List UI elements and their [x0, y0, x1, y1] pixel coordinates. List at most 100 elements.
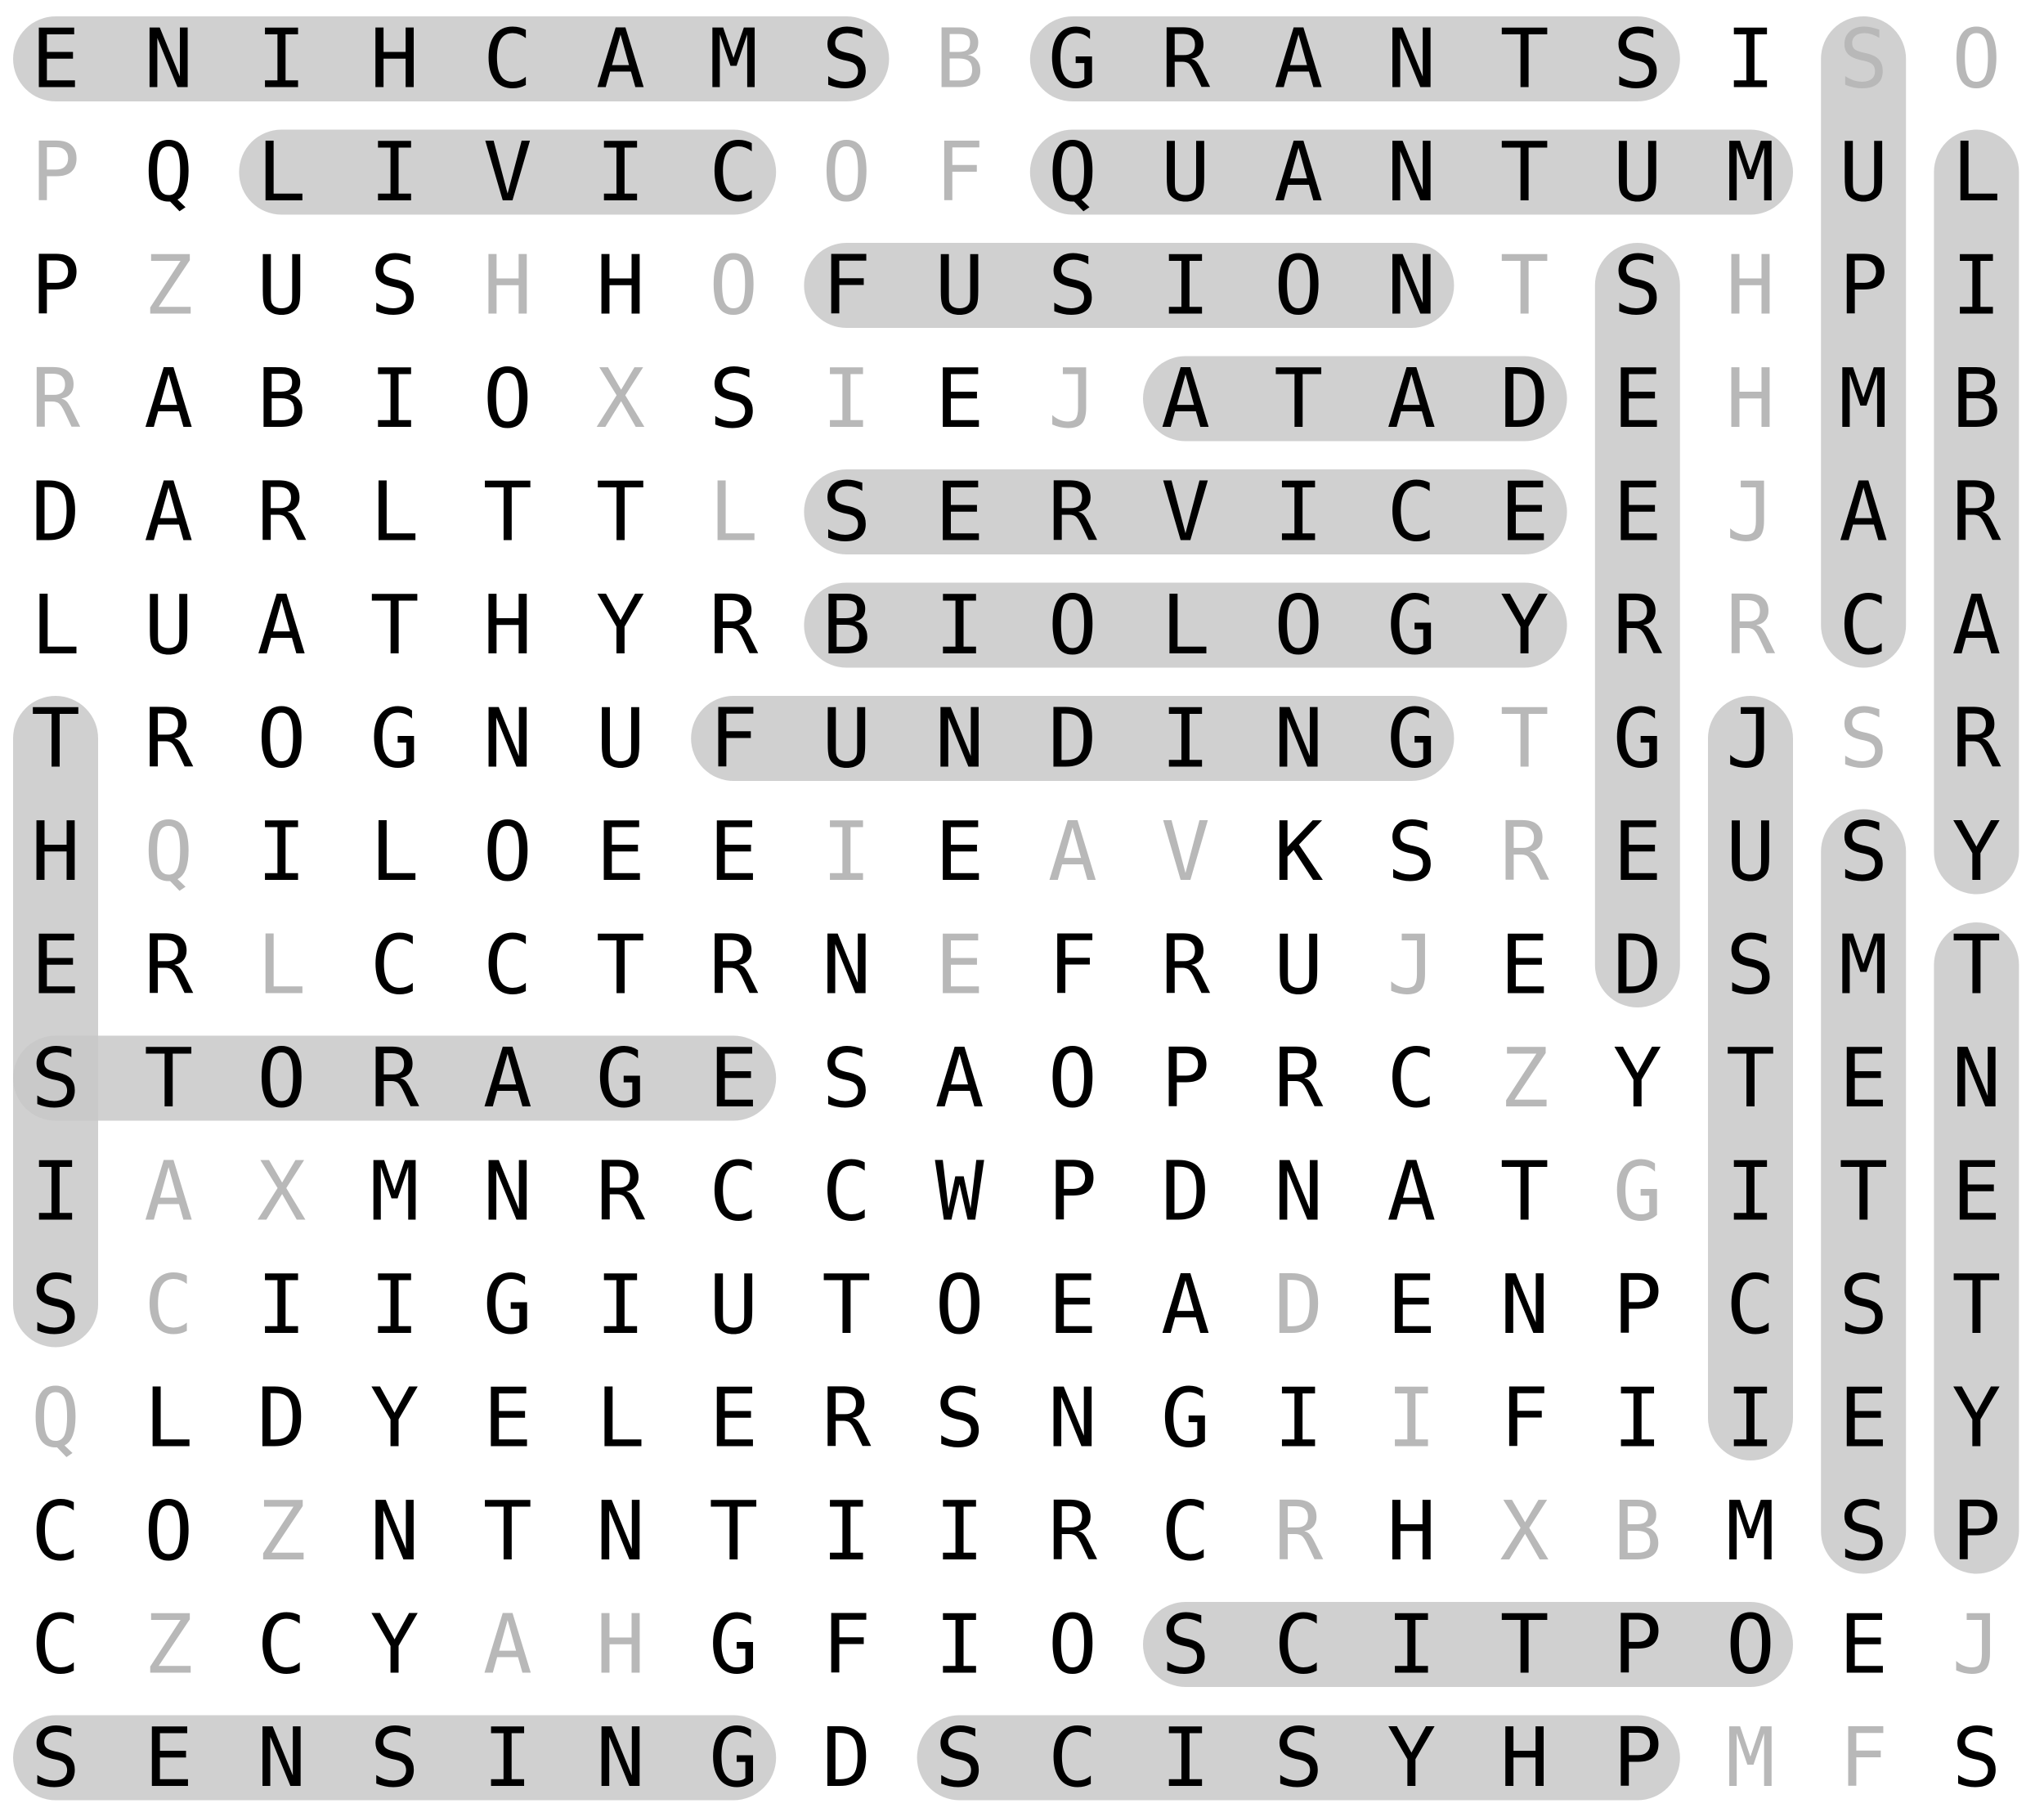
- grid-cell[interactable]: R: [1048, 464, 1098, 560]
- grid-cell[interactable]: A: [144, 464, 193, 560]
- grid-cell[interactable]: O: [822, 124, 871, 220]
- grid-cell[interactable]: W: [935, 1144, 984, 1240]
- grid-cell[interactable]: I: [483, 1710, 532, 1806]
- grid-cell[interactable]: Z: [144, 1597, 193, 1693]
- grid-cell[interactable]: A: [1952, 577, 2001, 673]
- grid-cell[interactable]: T: [370, 577, 419, 673]
- grid-cell[interactable]: R: [370, 1030, 419, 1126]
- grid-cell[interactable]: O: [935, 1257, 984, 1353]
- grid-cell[interactable]: E: [31, 11, 80, 107]
- grid-cell[interactable]: I: [1613, 1371, 1662, 1466]
- grid-cell[interactable]: A: [596, 11, 645, 107]
- grid-cell[interactable]: S: [1839, 1257, 1888, 1353]
- grid-cell[interactable]: A: [935, 1030, 984, 1126]
- grid-cell[interactable]: I: [1161, 238, 1210, 334]
- grid-cell[interactable]: Y: [1952, 1371, 2001, 1466]
- grid-cell[interactable]: I: [822, 351, 871, 446]
- grid-cell[interactable]: G: [370, 691, 419, 787]
- grid-cell[interactable]: H: [1726, 238, 1775, 334]
- grid-cell[interactable]: M: [1839, 351, 1888, 446]
- grid-cell[interactable]: M: [1839, 917, 1888, 1013]
- grid-cell[interactable]: B: [822, 577, 871, 673]
- grid-cell[interactable]: H: [483, 577, 532, 673]
- grid-cell[interactable]: R: [1274, 1483, 1324, 1579]
- grid-cell[interactable]: O: [1048, 1597, 1097, 1693]
- grid-cell[interactable]: F: [1048, 917, 1097, 1013]
- grid-cell[interactable]: N: [1952, 1030, 2001, 1126]
- grid-cell[interactable]: I: [1274, 1371, 1323, 1466]
- grid-cell[interactable]: G: [596, 1030, 645, 1126]
- grid-cell[interactable]: D: [1613, 917, 1662, 1013]
- grid-cell[interactable]: E: [935, 917, 984, 1013]
- grid-cell[interactable]: G: [1387, 691, 1436, 787]
- grid-cell[interactable]: I: [1161, 1710, 1210, 1806]
- grid-cell[interactable]: J: [1048, 351, 1097, 446]
- grid-cell[interactable]: S: [709, 351, 758, 446]
- grid-cell[interactable]: T: [483, 1483, 532, 1579]
- grid-cell[interactable]: P: [31, 124, 80, 220]
- grid-cell[interactable]: O: [1274, 577, 1323, 673]
- grid-cell[interactable]: S: [1387, 804, 1436, 900]
- grid-cell[interactable]: E: [596, 804, 645, 900]
- grid-cell[interactable]: A: [483, 1597, 532, 1693]
- grid-cell[interactable]: F: [935, 124, 984, 220]
- grid-cell[interactable]: R: [144, 691, 194, 787]
- grid-cell[interactable]: S: [822, 11, 871, 107]
- grid-cell[interactable]: A: [144, 1144, 193, 1240]
- grid-cell[interactable]: E: [31, 917, 80, 1013]
- grid-cell[interactable]: N: [483, 691, 532, 787]
- grid-cell[interactable]: L: [1161, 577, 1210, 673]
- grid-cell[interactable]: X: [257, 1144, 306, 1240]
- grid-cell[interactable]: E: [1048, 1257, 1097, 1353]
- grid-cell[interactable]: E: [1952, 1144, 2001, 1240]
- grid-cell[interactable]: L: [31, 577, 80, 673]
- grid-cell[interactable]: S: [31, 1030, 80, 1126]
- grid-cell[interactable]: C: [257, 1597, 306, 1693]
- grid-cell[interactable]: E: [483, 1371, 532, 1466]
- grid-cell[interactable]: E: [709, 1030, 758, 1126]
- grid-cell[interactable]: U: [1839, 124, 1888, 220]
- grid-cell[interactable]: E: [1499, 464, 1549, 560]
- grid-cell[interactable]: D: [1161, 1144, 1210, 1240]
- grid-cell[interactable]: F: [1839, 1710, 1888, 1806]
- grid-cell[interactable]: E: [1387, 1257, 1436, 1353]
- grid-cell[interactable]: S: [31, 1710, 80, 1806]
- grid-cell[interactable]: M: [1726, 124, 1775, 220]
- grid-cell[interactable]: O: [1048, 1030, 1097, 1126]
- grid-cell[interactable]: A: [1161, 351, 1210, 446]
- grid-cell[interactable]: S: [1952, 1710, 2001, 1806]
- grid-cell[interactable]: U: [257, 238, 306, 334]
- grid-cell[interactable]: Q: [1048, 124, 1097, 220]
- grid-cell[interactable]: I: [1726, 11, 1775, 107]
- grid-cell[interactable]: O: [1048, 577, 1097, 673]
- grid-cell[interactable]: N: [1048, 1371, 1097, 1466]
- grid-cell[interactable]: G: [1613, 691, 1662, 787]
- grid-cell[interactable]: C: [483, 11, 532, 107]
- grid-cell[interactable]: Y: [596, 577, 645, 673]
- grid-cell[interactable]: R: [1161, 11, 1211, 107]
- grid-cell[interactable]: E: [935, 351, 984, 446]
- grid-cell[interactable]: C: [822, 1144, 871, 1240]
- grid-cell[interactable]: C: [31, 1597, 80, 1693]
- grid-cell[interactable]: I: [596, 1257, 645, 1353]
- grid-cell[interactable]: U: [822, 691, 871, 787]
- grid-cell[interactable]: T: [709, 1483, 758, 1579]
- grid-cell[interactable]: T: [31, 691, 80, 787]
- grid-cell[interactable]: A: [257, 577, 306, 673]
- grid-cell[interactable]: Q: [31, 1371, 80, 1466]
- grid-cell[interactable]: S: [370, 1710, 419, 1806]
- grid-cell[interactable]: S: [1726, 917, 1775, 1013]
- grid-cell[interactable]: E: [144, 1710, 193, 1806]
- grid-cell[interactable]: L: [144, 1371, 193, 1466]
- grid-cell[interactable]: D: [1048, 691, 1097, 787]
- grid-cell[interactable]: P: [31, 238, 80, 334]
- grid-cell[interactable]: F: [709, 691, 758, 787]
- grid-cell[interactable]: H: [1387, 1483, 1436, 1579]
- grid-cell[interactable]: X: [596, 351, 645, 446]
- grid-cell[interactable]: C: [1387, 1030, 1436, 1126]
- grid-cell[interactable]: N: [935, 691, 984, 787]
- grid-cell[interactable]: R: [1161, 917, 1211, 1013]
- grid-cell[interactable]: O: [1952, 11, 2001, 107]
- grid-cell[interactable]: Z: [144, 238, 193, 334]
- grid-cell[interactable]: D: [1499, 351, 1549, 446]
